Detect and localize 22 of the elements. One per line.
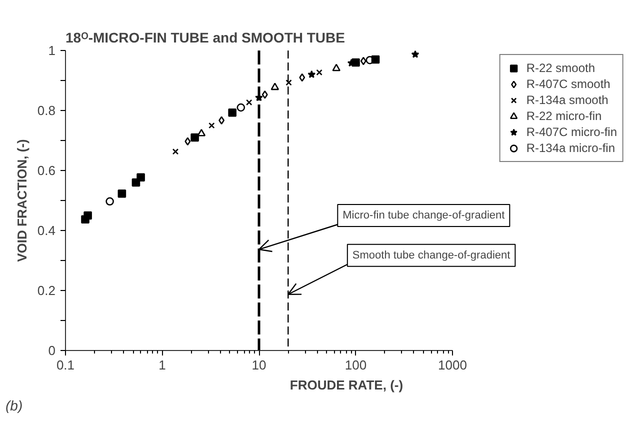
y-tick-label: 1 [48, 43, 56, 58]
legend-label: R-134a micro-fin [526, 140, 616, 156]
y-tick-label: 0.6 [37, 163, 56, 178]
y-axis-title: VOID FRACTION, (-) [14, 139, 30, 262]
legend-label: R-22 micro-fin [526, 108, 602, 124]
y-tick-label: 0 [48, 343, 56, 358]
legend-label: R-22 smooth [526, 60, 596, 76]
chart-title: 18ᴼ-MICRO-FIN TUBE and SMOOTH TUBE [66, 30, 345, 46]
y-tick-label: 0.2 [37, 283, 56, 298]
annotation: Smooth tube change-of-gradient [352, 249, 510, 262]
x-tick-label: 0.1 [56, 358, 75, 372]
legend-label: R-407C smooth [526, 76, 610, 92]
y-tick-label: 0.8 [37, 103, 56, 118]
x-tick-label: 1 [158, 358, 166, 372]
annotation: Micro-fin tube change-of-gradient [342, 210, 505, 222]
x-tick-label: 1000 [438, 358, 467, 372]
x-tick-label: 100 [344, 358, 367, 372]
legend-label: R-407C micro-fin [526, 124, 617, 140]
y-tick-label: 0.4 [37, 223, 56, 238]
x-axis-title: FROUDE RATE, (-) [290, 378, 404, 392]
x-tick-label: 10 [252, 358, 266, 372]
legend-label: R-134a smooth [526, 92, 608, 108]
